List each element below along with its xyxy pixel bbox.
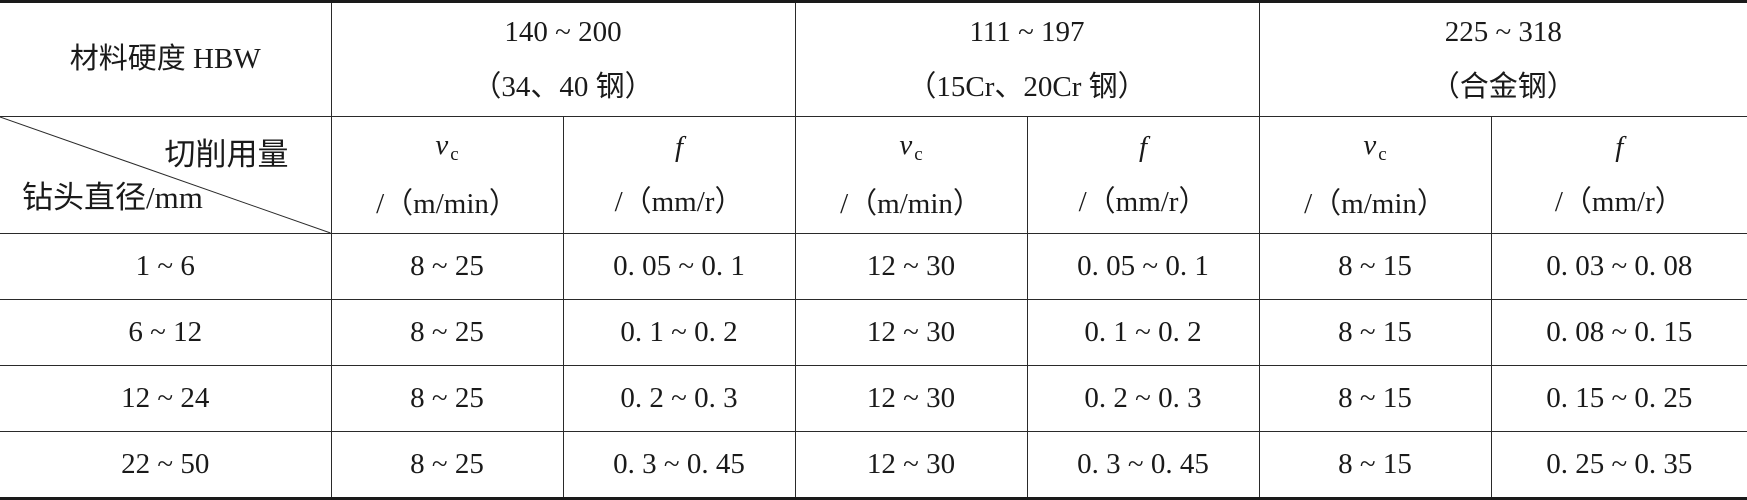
feed-rate-cell: 0. 15 ~ 0. 25 — [1490, 365, 1747, 432]
feed-rate-cell: 0. 1 ~ 0. 2 — [562, 299, 796, 366]
cutting-speed-cell: 12 ~ 30 — [794, 233, 1028, 300]
cutting-speed-cell: 8 ~ 15 — [1258, 431, 1492, 499]
cutting-speed-cell: 8 ~ 25 — [330, 431, 564, 499]
cutting-speed-cell: 12 ~ 30 — [794, 431, 1028, 499]
vc-header: v c /（m/min） — [330, 116, 564, 234]
group-range: 140 ~ 200 — [504, 15, 622, 48]
f-header: f /（mm/r） — [1490, 116, 1747, 234]
group-material: （15Cr、20Cr 钢） — [907, 70, 1147, 103]
f-unit: /（mm/r） — [1078, 186, 1208, 218]
feed-rate-cell: 0. 03 ~ 0. 08 — [1490, 233, 1747, 300]
group-material: （合金钢） — [1430, 70, 1576, 103]
diag-top-label: 切削用量 — [164, 137, 289, 172]
vc-symbol: v — [899, 129, 913, 161]
vc-subscript: c — [914, 144, 923, 165]
feed-rate-cell: 0. 1 ~ 0. 2 — [1026, 299, 1260, 366]
f-symbol: f — [674, 131, 684, 163]
feed-rate-cell: 0. 2 ~ 0. 3 — [562, 365, 796, 432]
group-header-2: 225 ~ 318 （合金钢） — [1258, 1, 1747, 117]
diagonal-line — [0, 117, 331, 233]
feed-rate-cell: 0. 08 ~ 0. 15 — [1490, 299, 1747, 366]
drill-diameter-cell: 12 ~ 24 — [0, 365, 332, 432]
cutting-speed-cell: 8 ~ 25 — [330, 365, 564, 432]
cutting-speed-cell: 12 ~ 30 — [794, 299, 1028, 366]
hardness-label: 材料硬度 HBW — [0, 1, 332, 117]
cutting-speed-cell: 8 ~ 25 — [330, 299, 564, 366]
header-row-hardness: 材料硬度 HBW 140 ~ 200 （34、40 钢） 111 ~ 197 （… — [0, 1, 1747, 117]
cutting-speed-cell: 12 ~ 30 — [794, 365, 1028, 432]
table-row: 22 ~ 50 8 ~ 25 0. 3 ~ 0. 45 12 ~ 30 0. 3 ~ 0… — [0, 431, 1747, 499]
feed-rate-cell: 0. 05 ~ 0. 1 — [562, 233, 796, 300]
cutting-speed-cell: 8 ~ 15 — [1258, 233, 1492, 300]
diagonal-header-cell: 切削用量 钻头直径/mm — [0, 116, 332, 234]
group-header-0: 140 ~ 200 （34、40 钢） — [330, 1, 796, 117]
header-row-units: 切削用量 钻头直径/mm v c/（m/min） f/（mm/r） v c/（m/m… — [0, 116, 1747, 234]
table-row: 12 ~ 24 8 ~ 25 0. 2 ~ 0. 3 12 ~ 30 0. 2 ~ 0.… — [0, 365, 1747, 432]
f-symbol: f — [1138, 131, 1148, 163]
vc-header: v c /（m/min） — [794, 116, 1028, 234]
drill-diameter-cell: 1 ~ 6 — [0, 233, 332, 300]
group-range: 225 ~ 318 — [1444, 15, 1562, 48]
vc-unit: /（m/min） — [840, 188, 982, 220]
group-header-1: 111 ~ 197 （15Cr、20Cr 钢） — [794, 1, 1260, 117]
f-header: f /（mm/r） — [1026, 116, 1260, 234]
vc-header: v c /（m/min） — [1258, 116, 1492, 234]
vc-unit: /（m/min） — [1304, 188, 1446, 220]
drill-diameter-cell: 6 ~ 12 — [0, 299, 332, 366]
feed-rate-cell: 0. 2 ~ 0. 3 — [1026, 365, 1260, 432]
cutting-speed-cell: 8 ~ 15 — [1258, 299, 1492, 366]
cutting-speed-cell: 8 ~ 15 — [1258, 365, 1492, 432]
vc-symbol: v — [435, 129, 449, 161]
diag-bottom-label: 钻头直径/mm — [22, 180, 203, 215]
f-unit: /（mm/r） — [1554, 186, 1684, 218]
group-material: （34、40 钢） — [472, 70, 654, 103]
group-range: 111 ~ 197 — [969, 15, 1085, 48]
table-row: 6 ~ 12 8 ~ 25 0. 1 ~ 0. 2 12 ~ 30 0. 1 ~ 0. … — [0, 299, 1747, 366]
vc-unit: /（m/min） — [376, 188, 518, 220]
drill-diameter-cell: 22 ~ 50 — [0, 431, 332, 499]
feed-rate-cell: 0. 05 ~ 0. 1 — [1026, 233, 1260, 300]
f-unit: /（mm/r） — [614, 186, 744, 218]
f-header: f /（mm/r） — [562, 116, 796, 234]
feed-rate-cell: 0. 3 ~ 0. 45 — [1026, 431, 1260, 499]
f-symbol: f — [1615, 131, 1624, 163]
vc-subscript: c — [450, 144, 459, 165]
feed-rate-cell: 0. 3 ~ 0. 45 — [562, 431, 796, 499]
feed-rate-cell: 0. 25 ~ 0. 35 — [1490, 431, 1747, 499]
vc-subscript: c — [1378, 144, 1387, 165]
cutting-speed-cell: 8 ~ 25 — [330, 233, 564, 300]
vc-symbol: v — [1363, 129, 1377, 161]
